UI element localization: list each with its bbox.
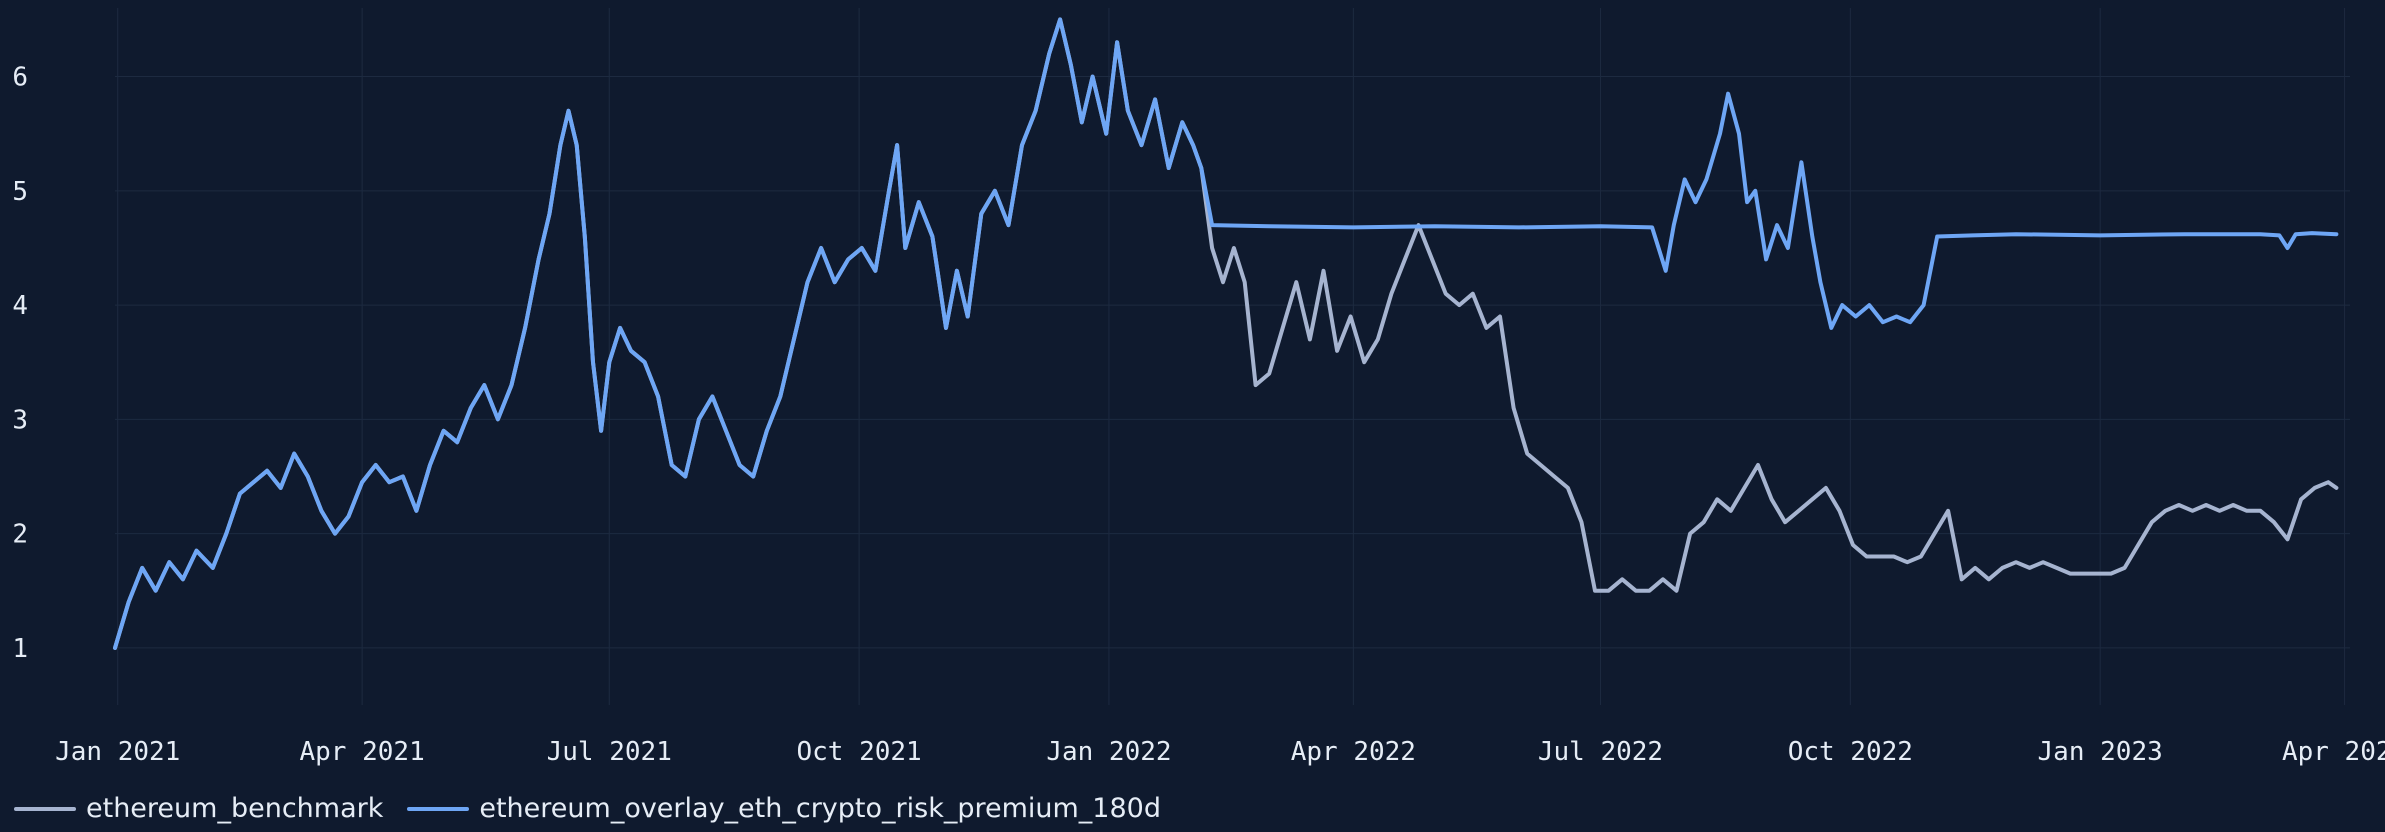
y-axis: 1 2 3 4 5 6	[12, 63, 28, 664]
y-tick-label: 6	[12, 63, 28, 93]
x-tick-label: Jul 2022	[1538, 737, 1663, 767]
legend-swatch-ethereum-benchmark	[14, 806, 76, 811]
y-tick-label: 3	[12, 405, 28, 435]
x-tick-label: Jul 2021	[547, 737, 672, 767]
series-line-ethereum-benchmark[interactable]	[113, 17, 2339, 650]
x-tick-label: Oct 2022	[1788, 737, 1913, 767]
legend-label-ethereum-benchmark: ethereum_benchmark	[86, 793, 384, 824]
x-tick-label: Apr 2023	[2282, 737, 2385, 767]
x-tick-label: Jan 2022	[1046, 737, 1171, 767]
y-tick-label: 4	[12, 291, 28, 321]
y-tick-label: 5	[12, 177, 28, 207]
legend: ethereum_benchmark ethereum_overlay_eth_…	[14, 793, 1161, 824]
y-tick-label: 2	[12, 520, 28, 550]
x-tick-label: Apr 2022	[1291, 737, 1416, 767]
series-line-ethereum-overlay[interactable]	[113, 17, 2339, 650]
x-tick-label: Apr 2021	[300, 737, 425, 767]
x-tick-label: Jan 2021	[55, 737, 180, 767]
series-lines	[113, 17, 2339, 650]
legend-item-ethereum-benchmark[interactable]: ethereum_benchmark	[14, 793, 383, 824]
x-axis: Jan 2021 Apr 2021 Jul 2021 Oct 2021 Jan 2022…	[55, 737, 2385, 767]
legend-item-ethereum-overlay[interactable]: ethereum_overlay_eth_crypto_risk_premium…	[407, 793, 1161, 824]
x-tick-label: Jan 2023	[2038, 737, 2163, 767]
y-tick-label: 1	[12, 634, 28, 664]
legend-swatch-ethereum-overlay	[407, 806, 470, 811]
grid-lines	[115, 8, 2350, 705]
x-tick-label: Oct 2021	[796, 737, 921, 767]
legend-label-ethereum-overlay: ethereum_overlay_eth_crypto_risk_premium…	[479, 793, 1161, 824]
